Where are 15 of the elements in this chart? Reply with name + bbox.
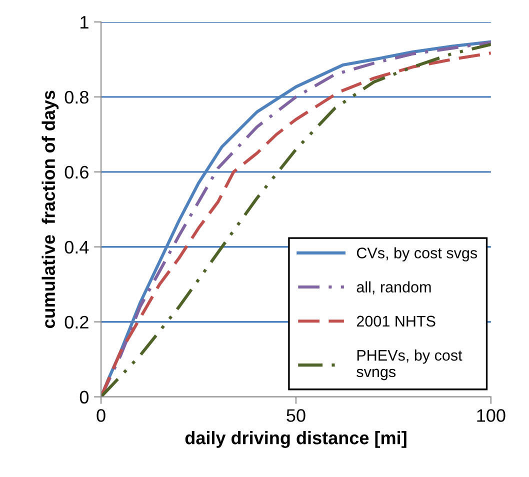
x-tick-label: 50	[286, 409, 306, 422]
x-tick-label: 100	[477, 409, 506, 422]
y-tick-label: 0	[80, 390, 89, 404]
y-tick-label: 0.6	[64, 166, 88, 179]
legend-label: CVs, by cost svgs	[356, 247, 478, 262]
legend-label: 2001 NHTS	[356, 316, 436, 327]
x-axis-title: daily driving distance [mi]	[185, 431, 406, 448]
y-tick-label: 0.4	[64, 240, 89, 254]
y-tick-label: 0.2	[64, 316, 88, 329]
legend-label: PHEVs, by cost svngs	[356, 350, 462, 380]
y-tick-label: 1	[80, 16, 88, 28]
y-axis-title: cumulative fraction of days	[42, 90, 59, 328]
y-tick-label: 0.8	[64, 90, 88, 104]
legend-label: all, random	[356, 281, 431, 294]
x-tick-label: 0	[96, 409, 106, 422]
